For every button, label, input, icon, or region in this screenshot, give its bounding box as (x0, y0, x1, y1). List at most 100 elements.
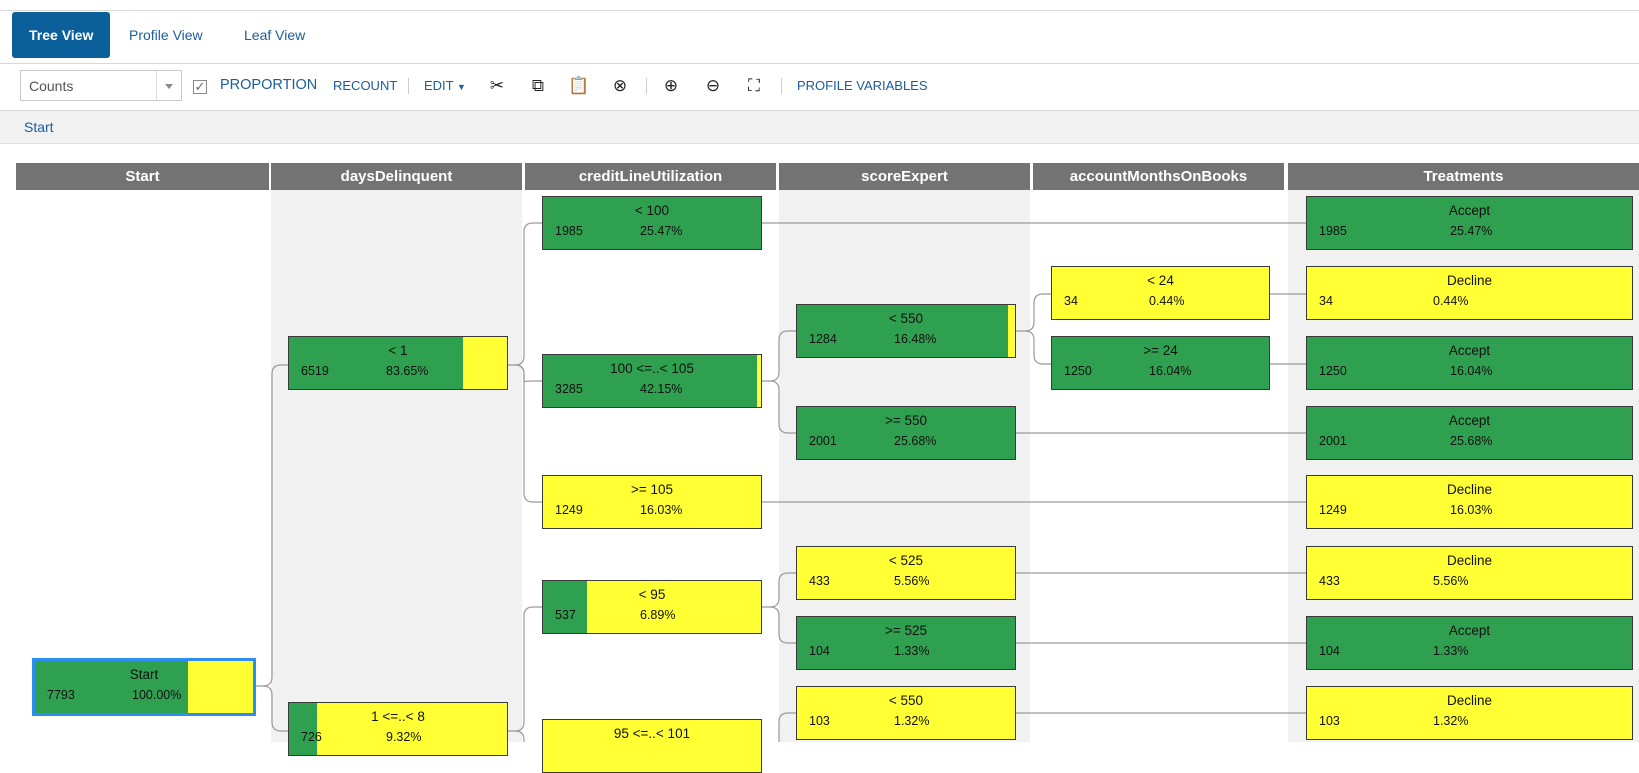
proportion-checkbox[interactable]: ✓ (193, 79, 207, 94)
node-label: < 550 (888, 311, 924, 326)
treatment-node[interactable]: Accept 1250 16.04% (1306, 336, 1633, 390)
node-percent: 1.33% (1433, 644, 1469, 658)
tree-node-score-expert-ge-525[interactable]: >= 525 104 1.33% (796, 616, 1016, 670)
tree-node-credit-line-ge-105[interactable]: >= 105 1249 16.03% (542, 475, 762, 529)
node-label: < 95 (638, 587, 666, 602)
node-percent: 16.48% (894, 332, 937, 346)
tree-node-score-expert-lt-525[interactable]: < 525 433 5.56% (796, 546, 1016, 600)
tree-node-score-expert-ge-550[interactable]: >= 550 2001 25.68% (796, 406, 1016, 460)
accept-bar (289, 337, 464, 389)
decline-bar (1307, 687, 1632, 739)
treatment-node[interactable]: Decline 433 5.56% (1306, 546, 1633, 600)
node-count: 103 (1319, 714, 1340, 728)
node-percent: 42.15% (640, 382, 683, 396)
node-percent: 1.32% (1433, 714, 1469, 728)
node-label: Accept (1448, 413, 1491, 428)
node-count: 1250 (1319, 364, 1347, 378)
zoom-in-icon[interactable]: ⊕ (663, 76, 679, 95)
node-label: Decline (1446, 482, 1493, 497)
decline-bar (187, 661, 253, 713)
view-tabs: Tree View Profile View Leaf View (0, 11, 1639, 64)
accept-bar (797, 305, 1009, 357)
tree-node-account-months-ge-24[interactable]: >= 24 1250 16.04% (1051, 336, 1270, 390)
decline-bar (1052, 267, 1269, 319)
node-count: 1985 (555, 224, 583, 238)
tree-node-days-delinquent-lt-1[interactable]: < 1 6519 83.65% (288, 336, 508, 390)
node-count: 104 (809, 644, 830, 658)
column-header-account-months-on-books: accountMonthsOnBooks (1033, 163, 1284, 190)
breadcrumb-start[interactable]: Start (24, 119, 54, 135)
tree-node-start[interactable]: Start 7793 100.00% (32, 658, 256, 716)
accept-bar (1052, 337, 1269, 389)
node-percent: 25.68% (894, 434, 937, 448)
node-percent: 5.56% (1433, 574, 1469, 588)
edit-menu-button[interactable]: EDIT ▼ (424, 63, 466, 110)
copy-icon[interactable]: ⧉ (531, 76, 545, 95)
column-header-treatments: Treatments (1288, 163, 1639, 190)
decline-bar (586, 581, 761, 633)
tree-node-credit-line-95-to-101[interactable]: 95 <=..< 101 (542, 719, 762, 773)
node-label: < 1 (388, 343, 408, 358)
treatment-node[interactable]: Accept 1985 25.47% (1306, 196, 1633, 250)
tree-node-credit-line-lt-100[interactable]: < 100 1985 25.47% (542, 196, 762, 250)
node-percent: 0.44% (1433, 294, 1469, 308)
profile-variables-button[interactable]: PROFILE VARIABLES (797, 78, 928, 93)
fit-screen-icon[interactable]: ⛶ (748, 76, 760, 95)
edge (514, 364, 542, 383)
node-label: 100 <=..< 105 (610, 361, 694, 376)
node-count: 726 (301, 730, 322, 744)
tab-profile-view[interactable]: Profile View (129, 27, 203, 43)
column-header-credit-line-utilization: creditLineUtilization (525, 163, 776, 190)
toolbar-divider (408, 78, 409, 94)
decline-bar (1307, 547, 1632, 599)
node-label: < 550 (888, 693, 924, 708)
accept-bar (543, 581, 587, 633)
cut-icon[interactable]: ✂ (489, 76, 505, 95)
tree-node-days-delinquent-1-to-8[interactable]: 1 <=..< 8 726 9.32% (288, 702, 508, 756)
treatment-node[interactable]: Accept 104 1.33% (1306, 616, 1633, 670)
accept-bar (35, 661, 188, 713)
node-percent: 9.32% (386, 730, 422, 744)
accept-bar (1307, 337, 1632, 389)
edge (508, 222, 542, 366)
node-count: 2001 (809, 434, 837, 448)
column-header-days-delinquent: daysDelinquent (271, 163, 522, 190)
treatment-node[interactable]: Accept 2001 25.68% (1306, 406, 1633, 460)
paste-icon[interactable]: 📋 (568, 76, 590, 95)
treatment-node[interactable]: Decline 103 1.32% (1306, 686, 1633, 740)
node-label: Decline (1446, 273, 1493, 288)
edit-label: EDIT (424, 78, 454, 93)
tab-tree-view[interactable]: Tree View (12, 12, 111, 58)
node-count: 1985 (1319, 224, 1347, 238)
node-percent: 1.33% (894, 644, 930, 658)
tree-node-account-months-lt-24[interactable]: < 24 34 0.44% (1051, 266, 1270, 320)
node-count: 1284 (809, 332, 837, 346)
node-percent: 16.03% (1450, 503, 1493, 517)
node-count: 2001 (1319, 434, 1347, 448)
node-percent: 6.89% (640, 608, 676, 622)
toolbar: Counts PROPORTION RECOUNT EDIT ▼ ✂ ⧉ 📋 ⊗… (0, 63, 1639, 111)
tree-node-credit-line-lt-95[interactable]: < 95 537 6.89% (542, 580, 762, 634)
treatment-node[interactable]: Decline 1249 16.03% (1306, 475, 1633, 529)
measure-select-value: Counts (29, 78, 74, 94)
measure-select[interactable]: Counts (20, 70, 182, 101)
recount-button[interactable]: RECOUNT (333, 78, 398, 93)
zoom-out-icon[interactable]: ⊖ (705, 76, 721, 95)
node-count: 6519 (301, 364, 329, 378)
column-header-start: Start (16, 163, 269, 190)
tree-node-score-expert-lt-550[interactable]: < 550 1284 16.48% (796, 304, 1016, 358)
tree-node-score-expert-lt-550-b[interactable]: < 550 103 1.32% (796, 686, 1016, 740)
node-count: 433 (809, 574, 830, 588)
treatment-node[interactable]: Decline 34 0.44% (1306, 266, 1633, 320)
accept-bar (1307, 197, 1632, 249)
node-percent: 83.65% (386, 364, 429, 378)
tree-node-credit-line-100-to-105[interactable]: 100 <=..< 105 3285 42.15% (542, 354, 762, 408)
delete-icon[interactable]: ⊗ (612, 76, 628, 95)
proportion-toggle[interactable]: PROPORTION (220, 77, 318, 93)
node-label: >= 24 (1143, 343, 1178, 358)
toolbar-divider (781, 78, 782, 94)
accept-bar (543, 355, 757, 407)
node-label: < 525 (888, 553, 924, 568)
tab-leaf-view[interactable]: Leaf View (244, 27, 306, 43)
decline-bar (1008, 305, 1015, 357)
